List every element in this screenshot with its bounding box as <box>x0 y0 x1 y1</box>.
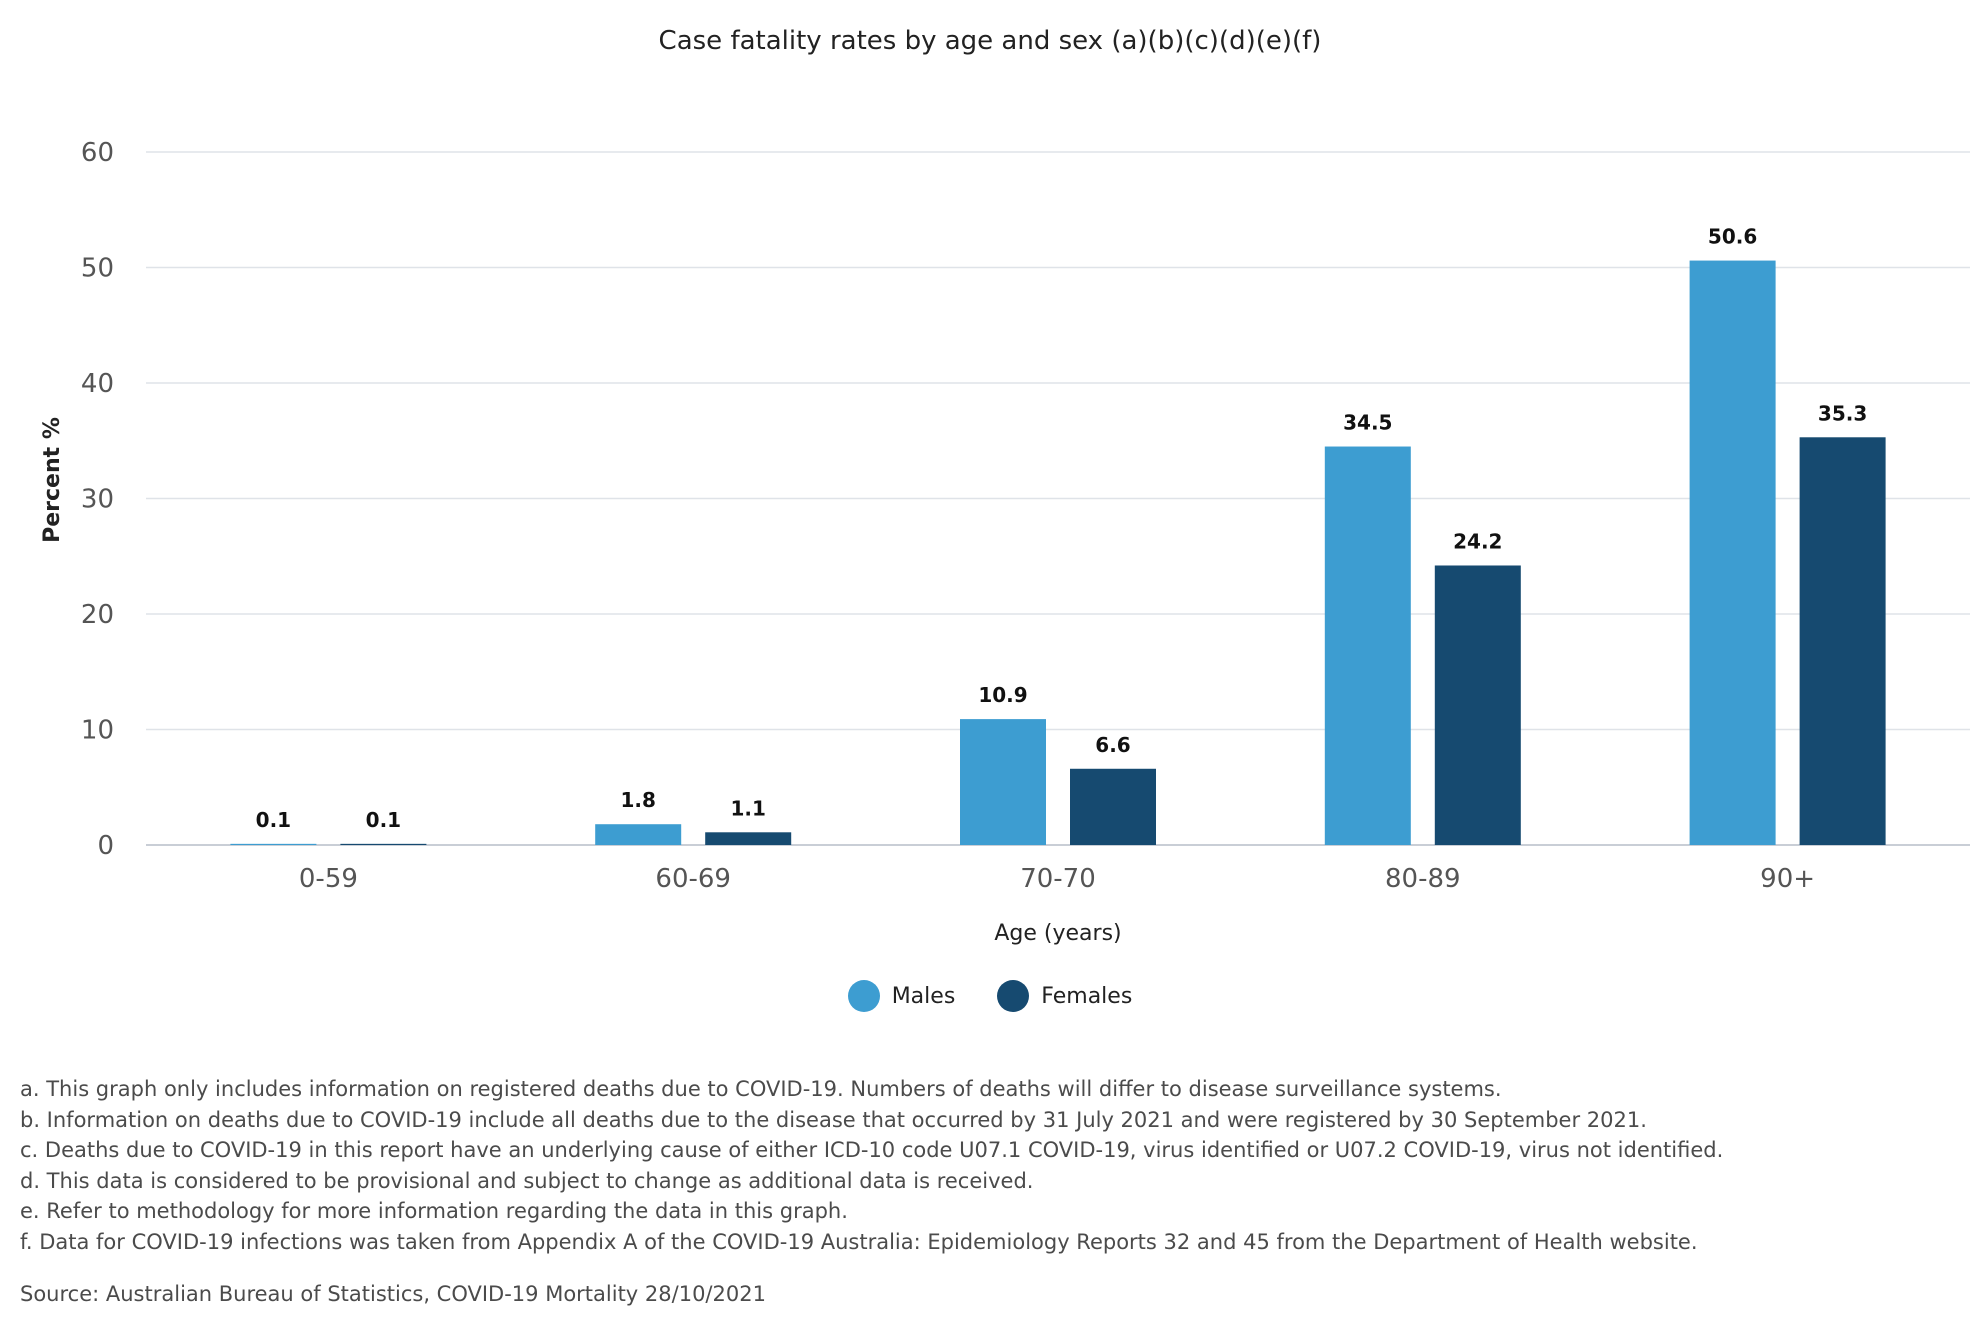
x-axis-label: Age (years) <box>994 921 1121 946</box>
y-tick-label: 0 <box>97 831 114 861</box>
bar-females <box>1434 565 1521 845</box>
x-tick-label: 0-59 <box>299 864 358 894</box>
data-label: 0.1 <box>366 808 401 832</box>
x-tick-label: 70-70 <box>1020 864 1096 894</box>
bar-males <box>230 843 317 845</box>
legend-swatch-males <box>847 980 880 1012</box>
y-axis-label: Percent % <box>40 417 65 543</box>
data-label: 35.3 <box>1818 401 1867 425</box>
data-labels: 0.1 0.1 1.8 1.1 10.9 6.6 34.5 24.2 50.6 35.3 <box>256 225 1868 832</box>
bar-females <box>1070 768 1156 845</box>
legend-item-females[interactable]: Females <box>997 980 1132 1012</box>
footnote-e: e. Refer to methodology for more informa… <box>20 1199 848 1223</box>
data-label: 6.6 <box>1095 733 1130 757</box>
bar-females <box>340 843 427 845</box>
legend-swatch-females <box>997 980 1030 1012</box>
legend-item-males[interactable]: Males <box>847 980 956 1012</box>
legend-label-males: Males <box>891 983 956 1009</box>
footnote-b: b. Information on deaths due to COVID-19… <box>20 1107 1647 1132</box>
y-tick-label: 60 <box>81 138 114 168</box>
y-tick-label: 40 <box>81 369 114 399</box>
source-note: Source: Australian Bureau of Statistics,… <box>20 1282 766 1306</box>
footnote-d: d. This data is considered to be provisi… <box>20 1168 1034 1193</box>
legend: Males Females <box>0 980 1980 1012</box>
gridlines <box>146 151 1970 846</box>
y-tick-label: 20 <box>81 600 114 630</box>
bar-males <box>960 719 1046 845</box>
y-tick-label: 10 <box>81 716 114 746</box>
bars <box>230 260 1886 845</box>
chart: Case fatality rates by age and sex (a)(b… <box>40 26 1970 946</box>
data-label: 10.9 <box>978 683 1027 707</box>
data-label: 24.2 <box>1453 529 1502 553</box>
bar-males <box>1324 446 1411 845</box>
footnote-a: a. This graph only includes information … <box>20 1077 1502 1101</box>
data-label: 0.1 <box>256 808 291 832</box>
x-tick-label: 60-69 <box>655 864 731 894</box>
y-tick-label: 50 <box>81 254 114 284</box>
data-label: 1.8 <box>620 788 655 812</box>
chart-title: Case fatality rates by age and sex (a)(b… <box>659 26 1322 56</box>
bar-males <box>595 824 682 845</box>
data-label: 34.5 <box>1343 411 1392 435</box>
footnote-f: f. Data for COVID-19 infections was take… <box>20 1229 1698 1254</box>
data-label: 50.6 <box>1708 225 1757 249</box>
footnote-c: c. Deaths due to COVID-19 in this report… <box>20 1138 1724 1162</box>
legend-label-females: Females <box>1041 983 1133 1009</box>
footnotes: a. This graph only includes information … <box>20 1074 1960 1257</box>
bar-males <box>1689 260 1776 845</box>
bar-females <box>1799 437 1886 845</box>
bar-females <box>705 832 792 845</box>
y-axis-ticks: 0 10 20 30 40 50 60 <box>81 138 114 861</box>
x-tick-label: 90+ <box>1760 864 1815 894</box>
x-axis-ticks: 0-59 60-69 70-70 80-89 90+ <box>299 864 1815 894</box>
y-tick-label: 30 <box>81 485 114 515</box>
x-tick-label: 80-89 <box>1385 864 1461 894</box>
data-label: 1.1 <box>730 796 765 820</box>
